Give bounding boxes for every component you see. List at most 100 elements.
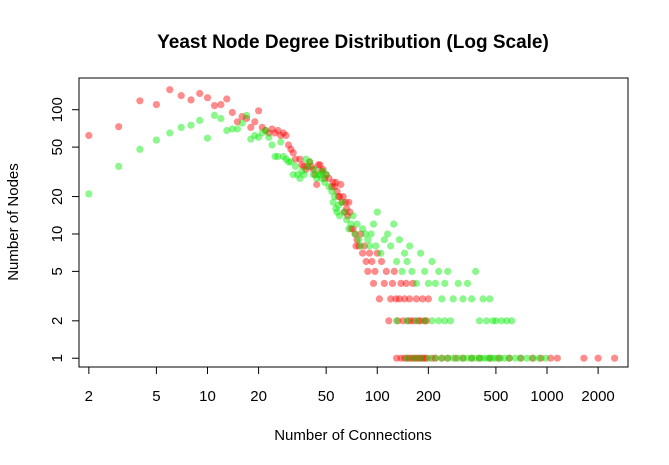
data-point [136, 145, 144, 153]
x-tick-label: 2000 [581, 388, 614, 405]
x-axis: 2 5 10 20 50 100 200 500 1000 2000 [85, 366, 615, 405]
data-point [355, 242, 363, 250]
data-point [316, 161, 324, 169]
data-point [338, 198, 346, 206]
data-point [393, 257, 401, 266]
data-point [284, 141, 293, 149]
data-point [410, 354, 418, 362]
data-point [387, 295, 395, 303]
y-tick-label: 1 [49, 354, 66, 362]
data-point [332, 178, 340, 186]
data-point [359, 249, 367, 257]
x-tick-label: 20 [250, 388, 267, 405]
data-point [414, 317, 423, 325]
data-point [296, 174, 304, 182]
data-point [446, 317, 455, 325]
x-tick-label: 1000 [530, 388, 563, 405]
data-point [338, 198, 346, 206]
data-point [238, 113, 246, 121]
data-point [393, 317, 401, 325]
data-point [333, 187, 341, 195]
data-point [233, 118, 241, 126]
data-point [247, 123, 255, 131]
data-point [500, 354, 508, 362]
data-point [274, 126, 282, 135]
data-point [271, 129, 279, 137]
data-point [325, 174, 333, 182]
data-point [359, 225, 367, 233]
data-point [322, 171, 330, 179]
data-point [262, 126, 270, 135]
data-point [414, 354, 423, 362]
data-point [365, 249, 374, 257]
data-point [364, 236, 372, 244]
data-point [309, 171, 317, 179]
data-point [298, 161, 306, 169]
data-point [334, 201, 342, 209]
data-point [404, 317, 412, 325]
data-point [459, 354, 467, 362]
data-point [406, 295, 414, 303]
data-point [304, 162, 312, 170]
data-point [382, 267, 390, 275]
data-point [537, 354, 545, 362]
data-point [395, 295, 403, 303]
data-point [314, 161, 322, 169]
x-tick-label: 2 [85, 388, 93, 405]
data-point [449, 295, 457, 303]
data-point [333, 208, 341, 216]
chart-title: Yeast Node Degree Distribution (Log Scal… [157, 32, 549, 53]
data-point [294, 171, 302, 179]
data-point [463, 354, 472, 362]
data-point [243, 111, 251, 119]
x-tick-label: 10 [199, 388, 216, 405]
data-point [428, 354, 436, 362]
data-point [85, 190, 93, 198]
data-point [385, 317, 393, 325]
data-point [452, 354, 460, 362]
data-point [417, 249, 425, 257]
data-point [311, 165, 319, 174]
data-point [343, 216, 351, 224]
data-point [340, 208, 348, 216]
data-point [392, 295, 400, 303]
data-point [496, 354, 504, 362]
data-point [401, 249, 409, 257]
data-point [580, 354, 588, 362]
data-point [529, 354, 537, 362]
data-point [177, 123, 185, 131]
data-point [319, 167, 327, 175]
data-point [495, 354, 503, 362]
data-point [329, 198, 337, 206]
x-tick-label: 100 [365, 388, 390, 405]
data-point [410, 354, 418, 362]
data-point [351, 230, 359, 238]
data-point [247, 135, 255, 143]
data-point [307, 162, 316, 170]
data-point [463, 279, 472, 287]
data-point [255, 107, 263, 115]
data-point [468, 295, 476, 303]
data-point [419, 354, 427, 362]
data-point [282, 155, 290, 163]
data-point [319, 165, 327, 174]
data-point [424, 279, 432, 287]
data-point [517, 354, 525, 362]
data-point [377, 249, 385, 257]
data-point [517, 354, 525, 362]
y-axis-label: Number of Nodes [5, 163, 22, 281]
data-point [328, 187, 336, 195]
data-point [535, 354, 543, 362]
data-point [300, 171, 308, 179]
y-tick-label: 50 [49, 139, 66, 156]
data-point [410, 317, 418, 325]
data-point [298, 167, 306, 175]
data-point [223, 95, 231, 103]
data-point [262, 126, 270, 135]
data-point [367, 230, 375, 238]
data-point [479, 354, 487, 362]
data-point [345, 198, 353, 206]
data-point [336, 212, 344, 220]
data-point [322, 171, 330, 179]
